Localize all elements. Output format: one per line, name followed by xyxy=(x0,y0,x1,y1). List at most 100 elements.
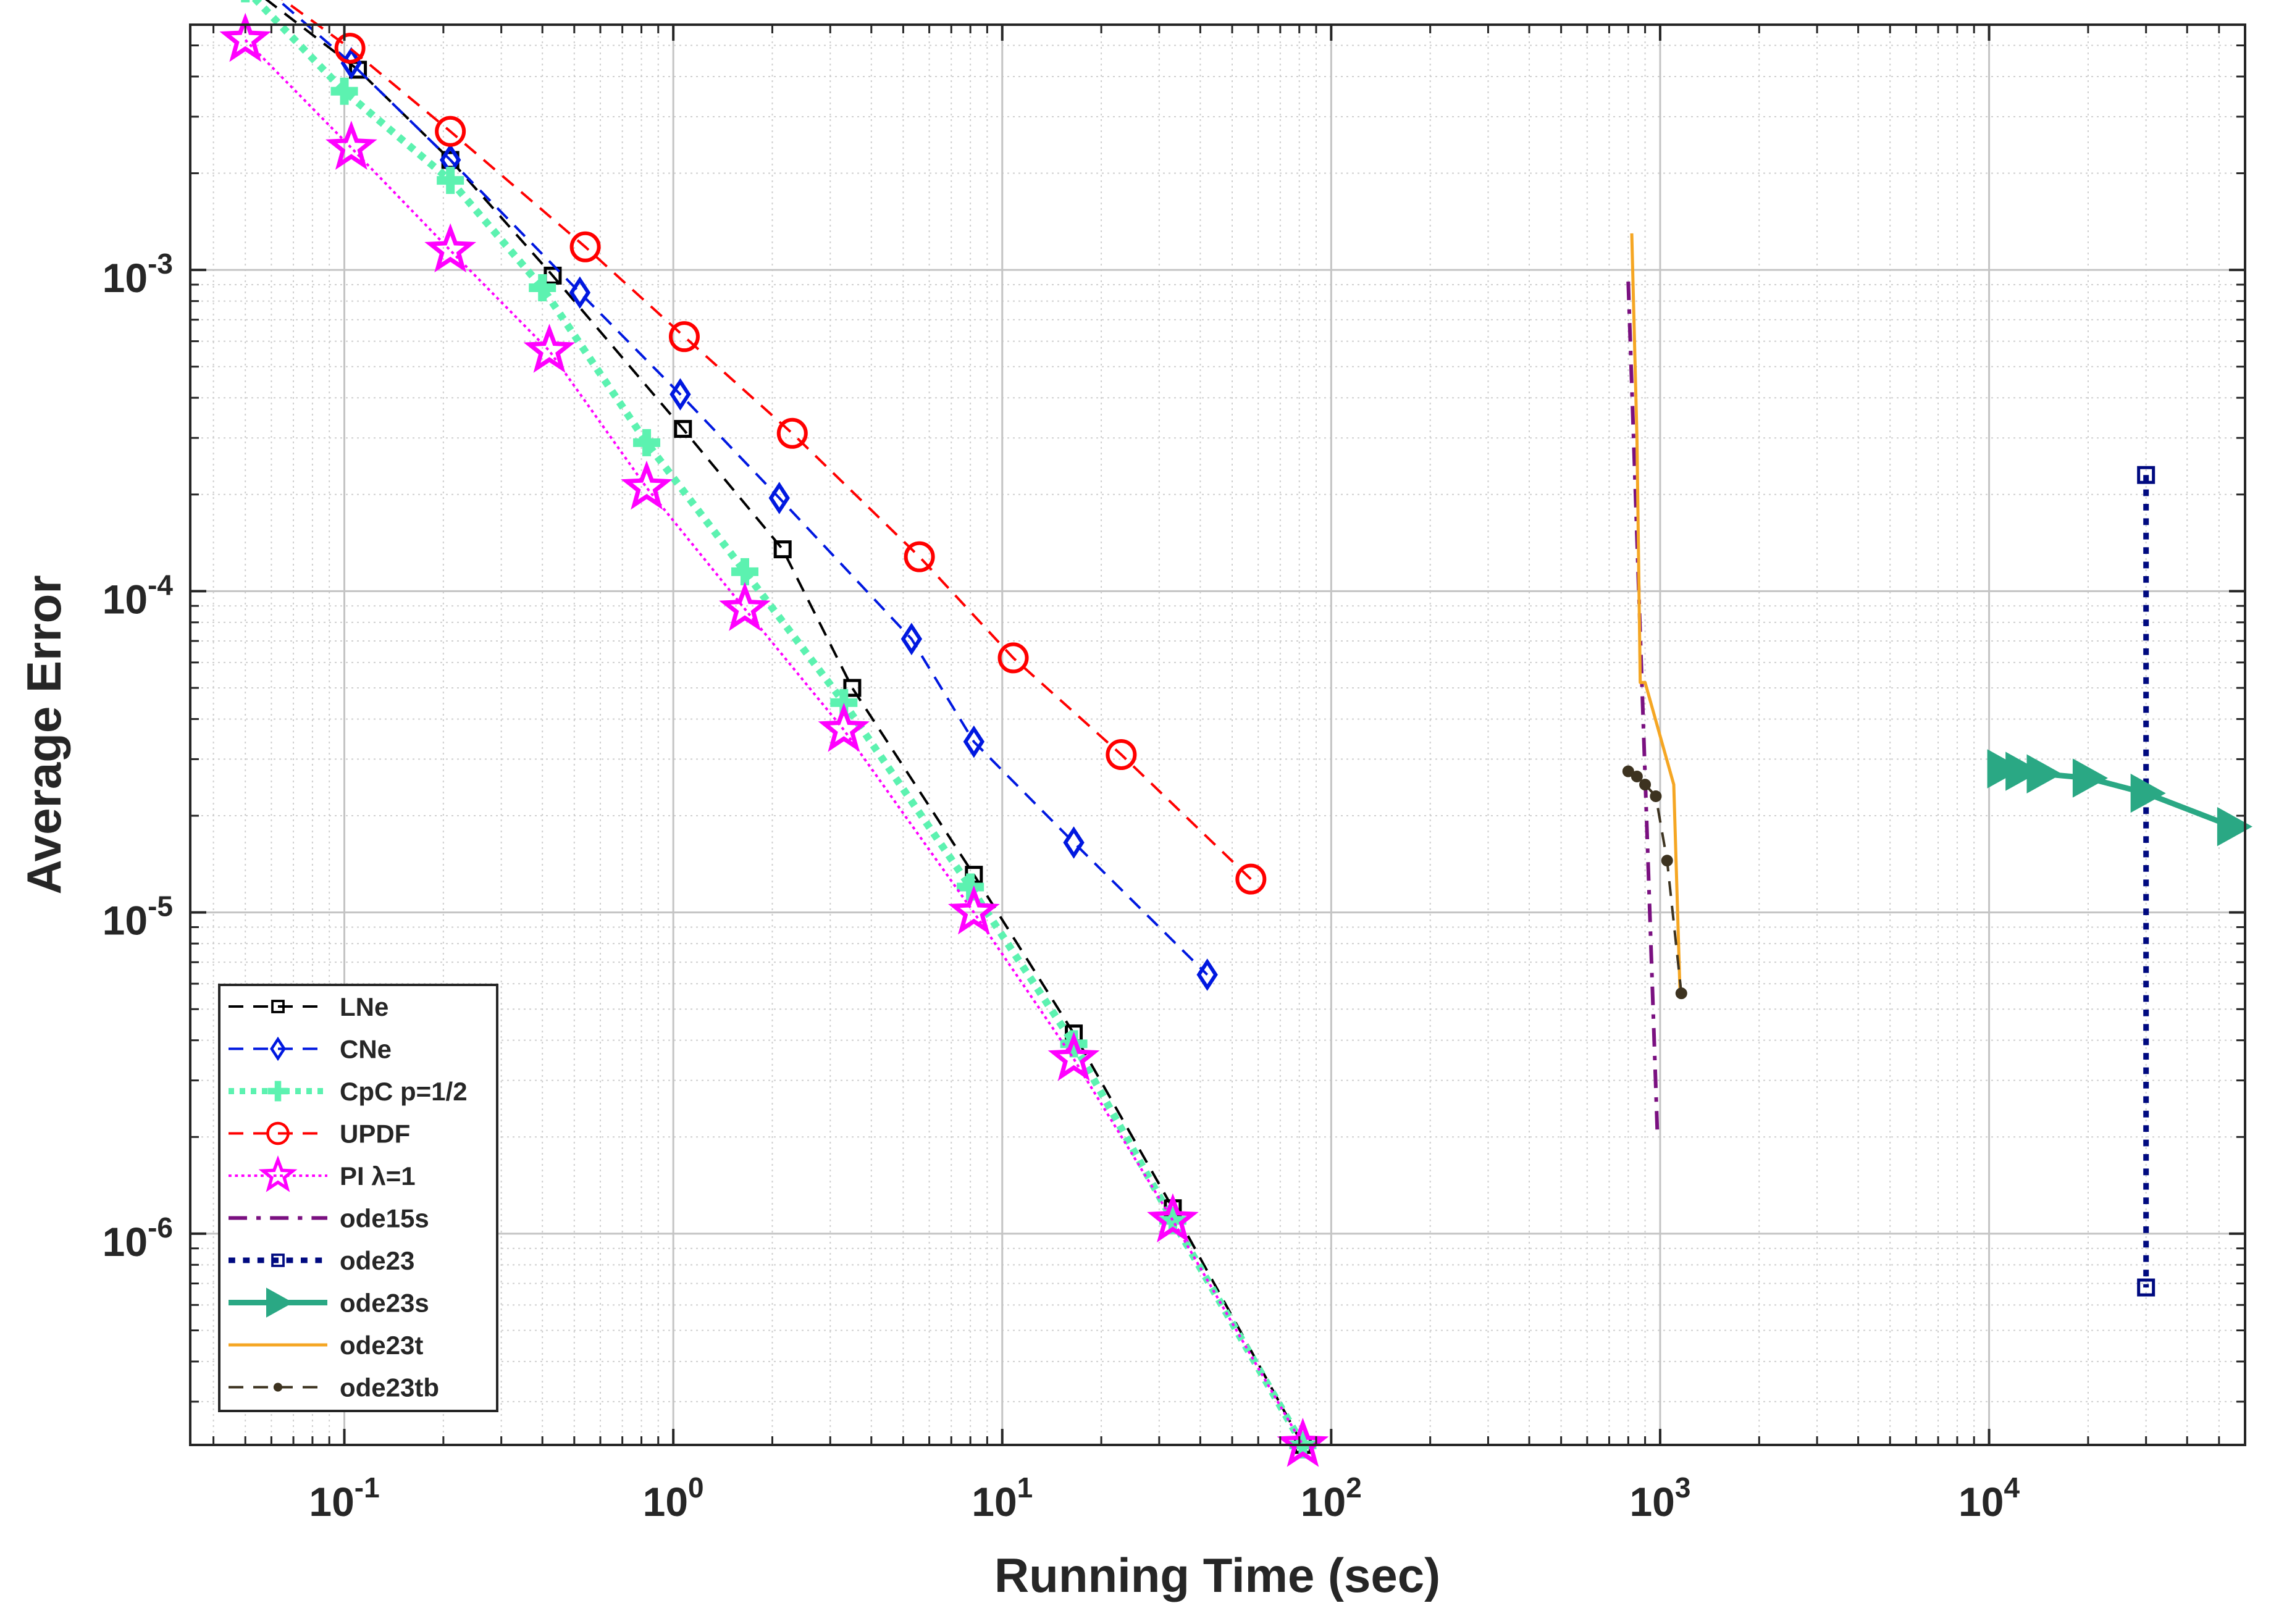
data-point xyxy=(1639,779,1652,791)
plot-frame xyxy=(189,23,2246,1446)
data-point xyxy=(1987,749,2023,789)
series-layer xyxy=(219,0,2252,1467)
y-tick-label: 10-6 xyxy=(103,1212,173,1265)
data-point xyxy=(818,703,870,752)
data-point xyxy=(776,417,808,449)
legend-marker xyxy=(266,1121,290,1145)
data-point xyxy=(1650,790,1662,802)
data-point xyxy=(997,642,1029,674)
legend-label: CpC p=1/2 xyxy=(340,1077,468,1106)
legend-item-lne: LNe xyxy=(229,992,388,1021)
legend-marker xyxy=(271,1000,285,1013)
data-point xyxy=(2005,751,2041,791)
data-point xyxy=(719,582,771,631)
data-point xyxy=(947,885,1000,935)
y-tick-labels: 10-610-510-410-3 xyxy=(103,248,174,1265)
legend-item-ode23tb: ode23tb xyxy=(229,1373,439,1402)
x-axis-title: Running Time (sec) xyxy=(994,1548,1440,1602)
y-tick-exponent: -4 xyxy=(148,569,173,601)
x-tick-base: 10 xyxy=(1629,1479,1674,1525)
legend-label: LNe xyxy=(340,992,388,1021)
data-point xyxy=(2130,773,2166,813)
y-tick-base: 10 xyxy=(103,898,148,944)
data-point xyxy=(2072,758,2108,798)
legend-label: ode23 xyxy=(340,1246,414,1275)
x-tick-exponent: 0 xyxy=(688,1471,704,1504)
y-tick-label: 10-5 xyxy=(103,890,173,944)
x-tick-base: 10 xyxy=(1958,1479,2004,1525)
series-updf xyxy=(281,0,1267,895)
x-tick-base: 10 xyxy=(972,1479,1017,1525)
x-tick-label: 10-1 xyxy=(309,1471,379,1525)
data-point xyxy=(435,115,466,147)
tick-marks xyxy=(190,25,2245,1445)
plot-area xyxy=(190,25,2245,1445)
series-ode23t xyxy=(1630,233,1682,996)
y-axis-title: Average Error xyxy=(17,575,71,894)
series-line xyxy=(281,0,1252,881)
data-point xyxy=(621,460,673,510)
legend-item-ode15s: ode15s xyxy=(229,1204,429,1233)
data-point xyxy=(1661,855,1673,867)
data-point xyxy=(773,540,792,559)
series-line xyxy=(244,39,1304,1446)
y-tick-base: 10 xyxy=(103,255,148,301)
y-tick-exponent: -3 xyxy=(148,248,173,280)
data-point xyxy=(1235,863,1267,895)
data-point xyxy=(843,679,862,697)
data-point xyxy=(529,274,556,302)
legend-label: ode15s xyxy=(340,1204,429,1233)
legend-items: LNe CNe CpC p=1/2 UPDF PI λ=1 ode15s ode23 ode2… xyxy=(229,992,468,1402)
data-point xyxy=(1063,826,1085,859)
data-point xyxy=(900,622,923,656)
y-tick-base: 10 xyxy=(103,1219,148,1265)
data-point xyxy=(2137,466,2156,484)
y-tick-label: 10-4 xyxy=(103,569,174,622)
x-tick-label: 100 xyxy=(643,1471,704,1525)
y-tick-label: 10-3 xyxy=(103,248,173,301)
x-tick-base: 10 xyxy=(643,1479,688,1525)
legend-label: ode23s xyxy=(340,1289,429,1318)
data-point xyxy=(668,321,700,353)
legend-marker xyxy=(273,1383,283,1392)
legend-marker xyxy=(271,1254,285,1267)
data-point xyxy=(1631,770,1643,782)
data-point xyxy=(963,725,985,758)
data-point xyxy=(670,378,691,411)
legend-item-cne: CNe xyxy=(229,1035,392,1064)
data-point xyxy=(569,231,601,262)
series-ode23s xyxy=(1987,749,2252,847)
data-point xyxy=(731,558,758,585)
legend-label: UPDF xyxy=(340,1120,410,1149)
data-point xyxy=(2026,754,2062,793)
data-point xyxy=(904,541,935,572)
y-tick-exponent: -5 xyxy=(148,890,173,923)
data-point xyxy=(219,12,271,62)
x-tick-label: 101 xyxy=(972,1471,1033,1525)
series-ode23tb xyxy=(1622,765,1687,1000)
legend-item-cpc-p-1-2: CpC p=1/2 xyxy=(229,1077,468,1106)
legend-label: ode23tb xyxy=(340,1373,439,1402)
series-pi-1 xyxy=(219,12,1329,1467)
legend-marker xyxy=(258,1155,298,1192)
x-tick-exponent: 3 xyxy=(1675,1471,1691,1504)
data-point xyxy=(569,276,591,309)
x-tick-base: 10 xyxy=(1301,1479,1346,1525)
x-tick-exponent: 1 xyxy=(1017,1471,1033,1504)
x-tick-label: 104 xyxy=(1958,1471,2020,1525)
x-tick-exponent: 2 xyxy=(1346,1471,1362,1504)
x-tick-base: 10 xyxy=(309,1479,354,1525)
legend-item-ode23s: ode23s xyxy=(229,1287,429,1318)
series-line xyxy=(1626,281,1660,1131)
x-tick-exponent: -1 xyxy=(355,1471,380,1504)
data-point xyxy=(768,482,790,514)
data-point xyxy=(1196,958,1218,991)
series-line xyxy=(276,0,1209,976)
data-point xyxy=(1277,1417,1329,1467)
data-point xyxy=(330,77,358,105)
x-tick-label: 103 xyxy=(1629,1471,1690,1525)
legend-item-updf: UPDF xyxy=(229,1120,410,1149)
data-point xyxy=(334,33,366,64)
legend-item-ode23t: ode23t xyxy=(229,1331,423,1360)
